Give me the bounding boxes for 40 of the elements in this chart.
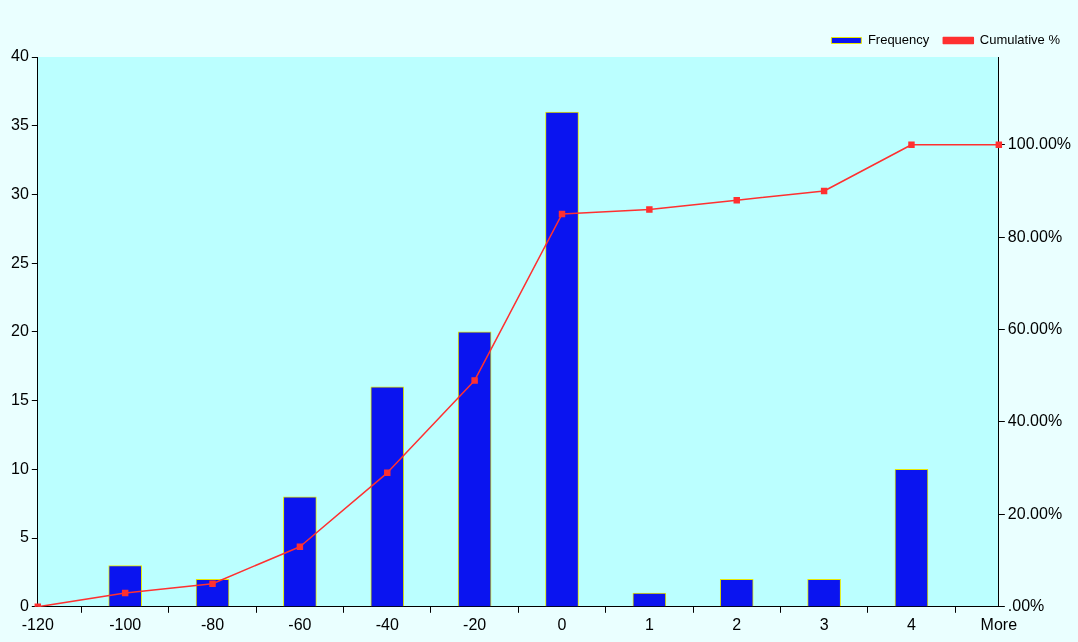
point [646, 206, 653, 213]
legend-label: Frequency [867, 32, 930, 48]
x-tick-label: 4 [907, 615, 917, 633]
y-tick-label: 35 [11, 116, 29, 134]
x-tick-label: -20 [463, 615, 487, 633]
y2-tick-label: .00% [1007, 597, 1045, 615]
point [995, 141, 1003, 149]
x-tick-label: -80 [200, 615, 225, 633]
point [820, 187, 828, 195]
y2-tick-label: 40.00% [1007, 412, 1063, 430]
x-tick-label: 1 [644, 615, 654, 633]
x-tick-label: -60 [288, 615, 312, 633]
y-tick-label: 30 [11, 184, 29, 202]
y-tick-label: 15 [11, 391, 29, 409]
legend-label: Cumulative % [979, 32, 1061, 48]
point [209, 580, 216, 587]
point [471, 377, 478, 384]
y2-tick-label: 80.00% [1007, 227, 1063, 245]
x-tick-label: 3 [819, 615, 829, 633]
y-tick-label: 0 [19, 597, 29, 615]
y2-tick-label: 60.00% [1007, 320, 1063, 337]
point [121, 589, 129, 597]
point [733, 197, 740, 204]
x-tick-label: More [980, 615, 1018, 633]
y-tick-label: 10 [11, 459, 29, 477]
y-tick-label: 25 [11, 253, 29, 271]
y-tick-label: 40 [11, 47, 29, 65]
y2-tick-label: 20.00% [1007, 504, 1063, 522]
y-tick-label: 20 [11, 322, 29, 340]
point [908, 141, 915, 149]
x-tick-label: 2 [732, 615, 742, 633]
x-tick-label: -120 [21, 615, 54, 633]
x-tick-label: 0 [557, 615, 567, 633]
y2-tick-label: 100.00% [1007, 135, 1072, 153]
x-tick-label: -40 [375, 615, 399, 633]
y-tick-label: 5 [19, 528, 29, 546]
point [558, 210, 566, 218]
point [384, 469, 391, 477]
x-tick-label: -100 [109, 615, 142, 633]
point [296, 543, 304, 550]
